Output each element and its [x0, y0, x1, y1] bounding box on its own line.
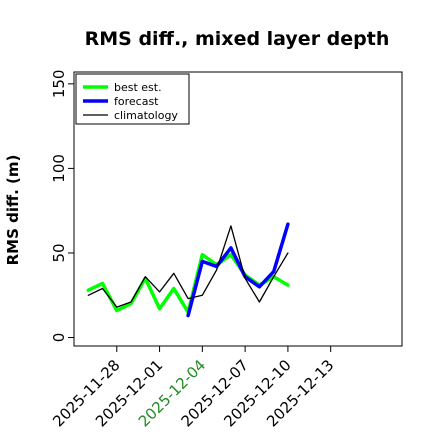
y-tick-label-150: 150: [50, 70, 68, 99]
series-line-climatology: [87, 225, 289, 308]
legend-label-0: best est.: [114, 81, 162, 94]
y-tick-label-0: 0: [50, 333, 68, 343]
legend-box: [75, 73, 190, 125]
y-tick-label-50: 50: [50, 243, 68, 262]
legend-label-2: climatology: [114, 109, 178, 122]
series-line-best-est-: [86, 252, 290, 314]
series-line-forecast: [186, 222, 290, 318]
chart-title: RMS diff., mixed layer depth: [85, 28, 390, 50]
y-tick-label-100: 100: [50, 154, 68, 183]
plot-frame: [73, 71, 403, 347]
legend-label-1: forecast: [114, 95, 159, 108]
y-axis-label: RMS diff. (m): [4, 155, 22, 266]
